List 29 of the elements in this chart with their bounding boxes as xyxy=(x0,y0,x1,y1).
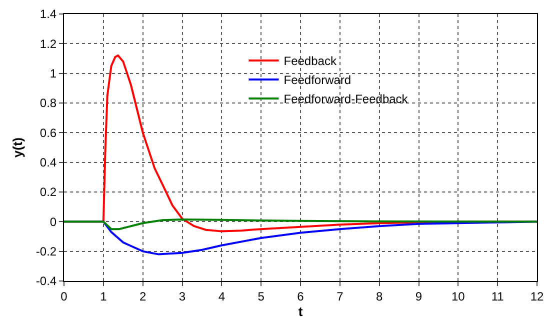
x-tick-label: 3 xyxy=(178,289,186,304)
x-tick-label: 0 xyxy=(60,289,68,304)
y-tick-label: 1.2 xyxy=(40,36,57,51)
x-tick-label: 10 xyxy=(451,289,466,304)
x-tick-label: 7 xyxy=(336,289,344,304)
legend-label: Feedback xyxy=(284,54,338,68)
y-tick-label: 0 xyxy=(50,214,57,229)
y-tick-label: 0.4 xyxy=(40,156,57,170)
y-tick-label: 1.4 xyxy=(40,7,57,22)
legend-label: Feedforward-Feedback xyxy=(284,92,409,106)
y-tick-label: -0.4 xyxy=(36,274,57,288)
y-tick-label: 1 xyxy=(50,66,57,81)
x-tick-label: 12 xyxy=(530,289,544,304)
legend-label: Feedforward xyxy=(284,73,352,88)
x-tick-label: 6 xyxy=(297,289,304,304)
y-tick-label: 0.2 xyxy=(40,185,57,200)
x-tick-label: 2 xyxy=(139,289,146,304)
x-tick-label: 5 xyxy=(258,289,265,304)
y-tick-label: 0.8 xyxy=(40,96,57,110)
x-axis-title: t xyxy=(298,304,304,319)
y-tick-label: 0.6 xyxy=(40,126,57,140)
x-tick-label: 9 xyxy=(415,289,422,304)
y-axis-title: y(t) xyxy=(10,137,25,158)
x-tick-label: 11 xyxy=(491,289,504,304)
x-tick-label: 8 xyxy=(376,289,383,304)
x-tick-label: 4 xyxy=(218,289,226,304)
y-tick-label: -0.2 xyxy=(36,244,57,259)
x-tick-label: 1 xyxy=(100,289,108,304)
line-series xyxy=(64,218,537,230)
